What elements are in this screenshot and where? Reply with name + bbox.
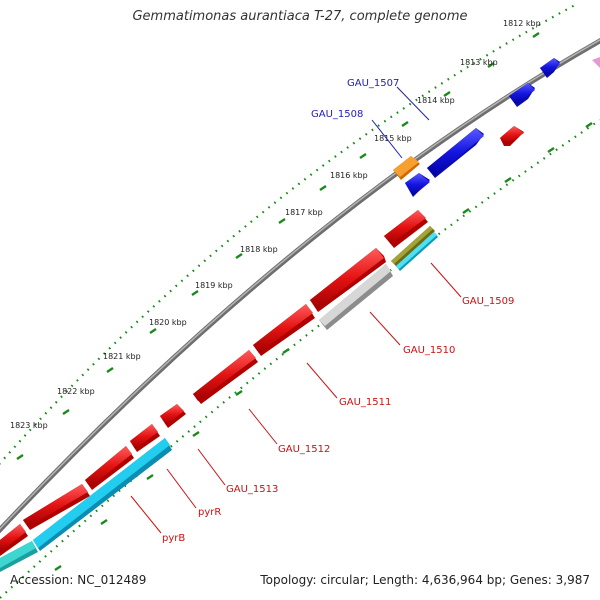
gene-label-pyrB: pyrB <box>162 533 185 544</box>
gene-feature[interactable] <box>427 128 484 178</box>
gene-feature[interactable] <box>310 248 386 312</box>
gene-feature[interactable] <box>540 58 560 78</box>
inner-major-ticks <box>54 122 593 571</box>
gene-feature[interactable] <box>384 210 428 248</box>
pink-marker <box>592 57 600 68</box>
kbp-label: 1817 kbp <box>285 208 323 217</box>
kbp-label: 1822 kbp <box>57 387 95 396</box>
outer-major-ticks <box>16 32 540 460</box>
gene-feature[interactable] <box>393 156 420 180</box>
gene-feature[interactable] <box>253 304 315 356</box>
map-title: Gemmatimonas aurantiaca T-27, complete g… <box>132 9 468 24</box>
gene-feature[interactable] <box>23 484 90 530</box>
gene-feature[interactable] <box>396 232 438 271</box>
kbp-label: 1823 kbp <box>10 421 48 430</box>
gene-feature[interactable] <box>405 173 430 197</box>
gene-feature[interactable] <box>130 424 160 452</box>
gene-feature[interactable] <box>193 350 258 404</box>
rna-features <box>0 226 438 572</box>
leader-lines-red <box>130 262 462 534</box>
gene-label-gau1508: GAU_1508 <box>311 109 363 120</box>
kbp-label: 1821 kbp <box>103 352 141 361</box>
gene-label-gau1512: GAU_1512 <box>278 444 330 455</box>
leader-lines-blue <box>371 86 430 159</box>
gene-label-gau1513: GAU_1513 <box>226 484 278 495</box>
inner-scale-ring <box>0 119 600 599</box>
gene-feature[interactable] <box>0 524 28 556</box>
gene-label-gau1511: GAU_1511 <box>339 397 391 408</box>
kbp-label: 1820 kbp <box>149 318 187 327</box>
gene-feature[interactable] <box>509 83 535 107</box>
kbp-label: 1816 kbp <box>330 171 368 180</box>
reverse-genes <box>0 210 428 556</box>
genome-backbone <box>0 37 600 534</box>
kbp-label: 1812 kbp <box>503 19 541 28</box>
gene-labels: GAU_1507 GAU_1508 GAU_1509 GAU_1510 GAU_… <box>162 78 514 544</box>
gene-feature[interactable] <box>0 541 38 572</box>
gene-label-gau1509: GAU_1509 <box>462 296 514 307</box>
genome-summary-text: Topology: circular; Length: 4,636,964 bp… <box>260 573 590 587</box>
kbp-label: 1819 kbp <box>195 281 233 290</box>
gene-feature[interactable] <box>33 438 172 551</box>
gene-label-gau1507: GAU_1507 <box>347 78 399 89</box>
accession-text: Accession: NC_012489 <box>10 573 147 587</box>
kbp-label: 1818 kbp <box>240 245 278 254</box>
outer-scale-ring <box>0 4 576 465</box>
gene-feature[interactable] <box>319 264 393 330</box>
gene-feature[interactable] <box>500 126 524 146</box>
gene-feature[interactable] <box>85 446 134 490</box>
forward-genes <box>393 58 560 197</box>
kbp-labels: 1812 kbp 1813 kbp 1814 kbp 1815 kbp 1816… <box>10 19 541 430</box>
kbp-label: 1814 kbp <box>417 96 455 105</box>
kbp-label: 1815 kbp <box>374 134 412 143</box>
gene-label-gau1510: GAU_1510 <box>403 345 455 356</box>
gene-label-pyrR: pyrR <box>198 507 221 518</box>
kbp-label: 1813 kbp <box>460 58 498 67</box>
gene-feature[interactable] <box>391 226 435 266</box>
gene-feature[interactable] <box>160 404 186 428</box>
